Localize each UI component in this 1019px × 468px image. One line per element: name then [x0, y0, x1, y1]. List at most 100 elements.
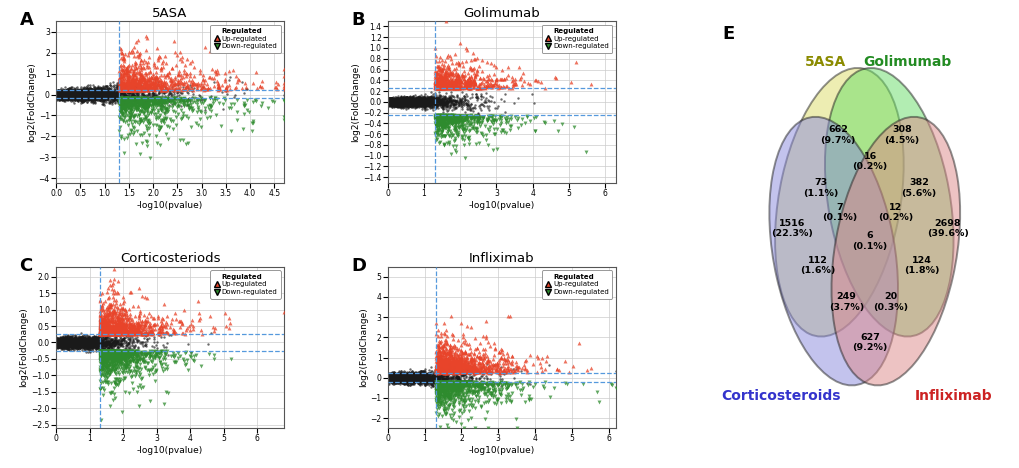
Point: [85, 93, 101, 100]
Point: [435, 80, 451, 87]
Point: [49, 336, 65, 344]
Point: [385, 374, 401, 381]
Point: [381, 373, 397, 381]
Point: [66, 340, 83, 347]
Point: [391, 371, 408, 379]
Point: [122, 329, 139, 337]
Point: [61, 341, 77, 349]
Point: [467, 80, 483, 88]
Point: [99, 303, 115, 311]
Point: [380, 375, 396, 383]
Point: [55, 92, 71, 100]
Point: [68, 338, 85, 345]
Point: [401, 376, 418, 384]
Point: [156, 108, 172, 116]
Point: [391, 100, 408, 108]
Point: [52, 337, 68, 344]
Point: [393, 95, 410, 103]
Point: [66, 337, 83, 345]
Point: [65, 340, 82, 347]
Point: [116, 324, 132, 331]
Point: [388, 374, 405, 381]
Point: [52, 92, 68, 99]
Point: [48, 91, 64, 98]
Point: [86, 338, 102, 346]
Point: [449, 130, 466, 138]
Point: [380, 375, 396, 382]
Point: [404, 100, 420, 107]
Point: [391, 98, 408, 106]
Point: [57, 88, 73, 95]
Point: [389, 371, 406, 378]
Point: [443, 68, 460, 75]
Point: [484, 120, 500, 127]
Point: [393, 100, 410, 107]
Point: [379, 377, 395, 384]
Point: [49, 340, 65, 347]
Point: [55, 90, 71, 97]
Point: [451, 113, 468, 121]
Point: [479, 381, 495, 388]
Point: [180, 104, 197, 111]
Point: [395, 378, 412, 386]
Point: [157, 83, 173, 90]
Point: [442, 361, 459, 368]
Point: [108, 329, 124, 337]
Point: [79, 91, 96, 98]
Point: [49, 338, 65, 346]
Point: [54, 92, 70, 99]
Point: [103, 352, 119, 360]
Point: [68, 91, 85, 99]
Point: [425, 94, 441, 101]
Point: [96, 351, 112, 359]
Point: [148, 75, 164, 83]
Point: [475, 114, 491, 121]
Point: [56, 337, 72, 345]
Point: [427, 369, 443, 376]
Point: [55, 338, 71, 346]
Point: [92, 315, 108, 323]
Point: [64, 336, 81, 344]
Point: [95, 98, 111, 105]
Point: [50, 89, 66, 97]
Point: [95, 340, 111, 347]
Point: [113, 86, 129, 94]
Point: [95, 327, 111, 334]
Point: [58, 90, 74, 98]
Point: [103, 329, 119, 337]
Point: [51, 336, 67, 344]
Point: [382, 97, 398, 104]
Point: [430, 367, 446, 375]
Point: [394, 374, 411, 382]
Point: [61, 94, 77, 102]
Point: [67, 339, 84, 346]
Point: [62, 92, 78, 99]
Point: [380, 102, 396, 109]
Point: [71, 86, 88, 94]
Point: [459, 101, 475, 109]
Point: [439, 380, 455, 388]
Point: [55, 94, 71, 102]
Point: [405, 103, 421, 111]
Point: [439, 374, 455, 382]
Point: [93, 317, 109, 324]
Point: [54, 87, 70, 95]
Point: [158, 324, 174, 331]
Point: [399, 97, 416, 104]
Point: [76, 94, 93, 101]
Point: [66, 89, 83, 96]
Point: [443, 82, 460, 89]
Point: [425, 100, 441, 107]
Point: [396, 95, 413, 102]
Point: [394, 101, 411, 108]
Point: [392, 98, 409, 106]
Point: [400, 378, 417, 386]
Point: [90, 88, 106, 95]
Point: [93, 328, 109, 335]
Point: [112, 321, 128, 329]
Point: [436, 81, 452, 88]
Point: [380, 374, 396, 382]
Point: [466, 119, 482, 126]
Point: [400, 374, 417, 381]
Point: [108, 366, 124, 373]
